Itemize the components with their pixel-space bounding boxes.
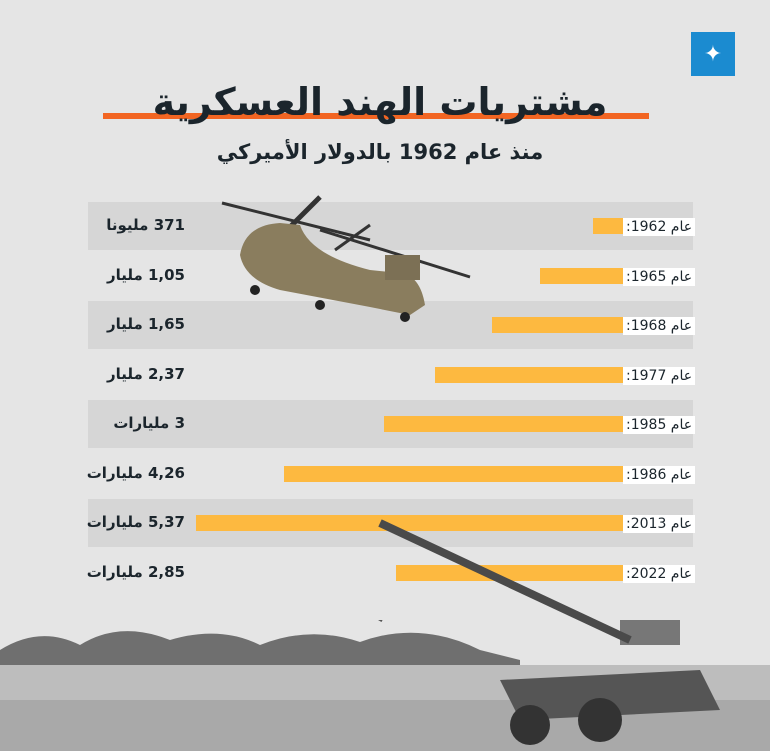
page-title: مشتريات الهند العسكرية bbox=[152, 80, 608, 124]
bar bbox=[384, 416, 623, 432]
year-label: عام 1965: bbox=[623, 267, 696, 286]
value-label: 1,05 مليار bbox=[106, 265, 185, 284]
value-label: 4,26 مليارات bbox=[86, 463, 185, 482]
bar bbox=[593, 218, 623, 234]
value-label: 5,37 مليارات bbox=[86, 513, 185, 531]
year-label: عام 1977: bbox=[623, 366, 696, 385]
bar bbox=[491, 317, 623, 333]
bar bbox=[539, 267, 623, 284]
ground-and-howitzer-image bbox=[0, 620, 770, 751]
title-underline bbox=[103, 113, 649, 119]
value-label: 371 مليونا bbox=[106, 216, 185, 234]
gun-barrel bbox=[378, 519, 632, 644]
value-label: 1,65 مليار bbox=[106, 315, 185, 333]
year-label: عام 1962: bbox=[623, 218, 696, 236]
year-label: عام 2022: bbox=[623, 564, 696, 583]
year-label: عام 1985: bbox=[623, 416, 696, 434]
bar bbox=[284, 465, 623, 482]
aljazeera-logo: ✦ bbox=[691, 32, 735, 76]
bar bbox=[434, 366, 623, 383]
page-subtitle: منذ عام 1962 بالدولار الأميركي bbox=[216, 140, 544, 164]
value-label: 2,37 مليار bbox=[106, 364, 185, 383]
bar bbox=[196, 515, 623, 531]
year-label: عام 1986: bbox=[623, 465, 696, 484]
year-label: عام 2013: bbox=[623, 515, 696, 533]
row-stripe bbox=[88, 202, 693, 250]
value-label: 2,85 مليارات bbox=[86, 562, 185, 581]
helicopter-image bbox=[221, 195, 471, 322]
bar bbox=[396, 564, 623, 581]
year-label: عام 1968: bbox=[623, 317, 696, 335]
value-label: 3 مليارات bbox=[113, 414, 185, 432]
